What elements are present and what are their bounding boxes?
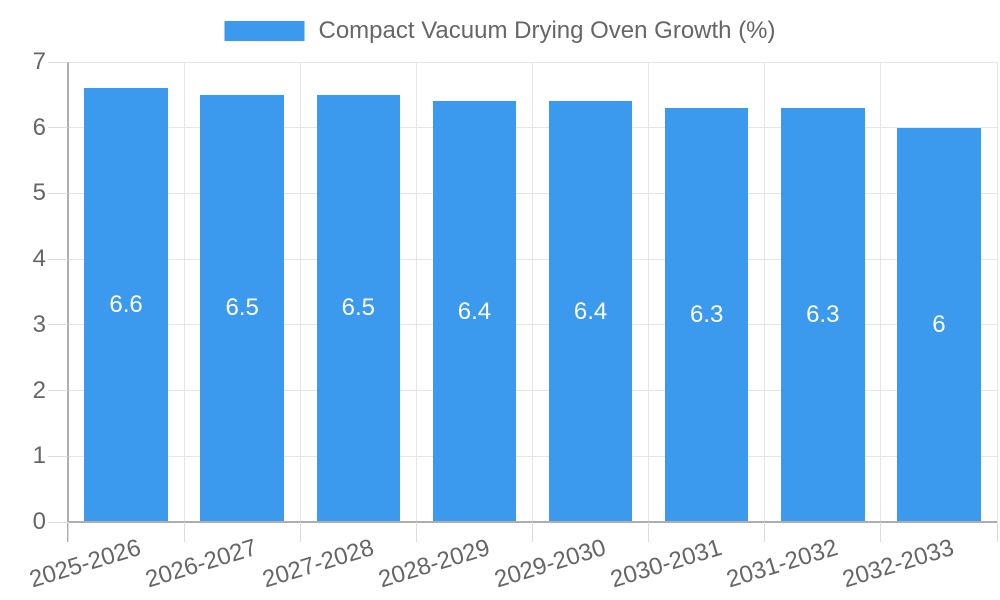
- y-tick-label: 0: [32, 508, 46, 535]
- bar: [200, 94, 284, 522]
- y-tick-label: 2: [32, 376, 46, 404]
- x-tick: [299, 522, 301, 542]
- y-tick: [48, 390, 68, 392]
- bar: [781, 108, 865, 522]
- bar-value-label: 6.4: [457, 297, 492, 325]
- y-axis-line: [67, 62, 69, 542]
- x-tick: [880, 522, 882, 542]
- x-tick: [648, 522, 650, 542]
- y-tick-label: 5: [32, 179, 46, 207]
- bar: [316, 94, 401, 522]
- x-tick-label: 2026-2027: [142, 533, 261, 594]
- legend-item[interactable]: Compact Vacuum Drying Oven Growth (%): [224, 17, 776, 45]
- x-tick-label: 2030-2031: [607, 533, 725, 594]
- bar-value-label: 6.3: [806, 301, 840, 328]
- y-tick-label: 3: [32, 310, 46, 338]
- legend-label: Compact Vacuum Drying Oven Growth (%): [318, 17, 776, 44]
- y-tick-label: 6: [32, 113, 46, 141]
- x-tick: [183, 522, 185, 542]
- x-tick: [996, 522, 998, 542]
- y-tick-label: 4: [32, 245, 46, 273]
- bar: [548, 101, 633, 522]
- x-tick-label: 2025-2026: [26, 533, 145, 594]
- v-gridline: [183, 62, 185, 522]
- bar-value-label: 6: [932, 310, 946, 338]
- v-gridline: [764, 62, 766, 522]
- v-gridline: [880, 62, 882, 522]
- y-tick: [48, 324, 68, 326]
- x-tick-label: 2029-2030: [491, 533, 609, 594]
- v-gridline: [299, 62, 301, 522]
- bar-value-label: 6.5: [341, 294, 375, 322]
- bar: [432, 101, 517, 522]
- x-tick-label: 2028-2029: [374, 533, 493, 594]
- bar-value-label: 6.6: [109, 291, 143, 319]
- x-tick: [532, 522, 533, 542]
- y-tick: [48, 455, 68, 457]
- bar: [84, 88, 168, 522]
- v-gridline: [532, 62, 533, 522]
- v-gridline: [996, 62, 998, 522]
- x-tick: [415, 522, 417, 542]
- legend-swatch: [224, 21, 305, 41]
- y-tick: [48, 258, 68, 260]
- y-tick: [48, 192, 68, 194]
- bar-value-label: 6.5: [225, 294, 259, 322]
- y-tick: [48, 127, 68, 129]
- bar: [897, 127, 981, 522]
- v-gridline: [648, 62, 650, 522]
- y-tick: [48, 61, 68, 63]
- bar-value-label: 6.3: [690, 301, 724, 328]
- x-tick-label: 2032-2033: [839, 533, 958, 594]
- bar-value-label: 6.4: [573, 297, 608, 325]
- y-tick-label: 1: [32, 442, 46, 470]
- y-tick: [48, 521, 68, 523]
- x-tick: [764, 522, 766, 542]
- bar: [664, 108, 749, 522]
- x-tick-label: 2031-2032: [723, 533, 841, 594]
- y-tick-label: 7: [32, 48, 46, 75]
- x-tick-label: 2027-2028: [258, 533, 377, 594]
- x-tick: [67, 522, 69, 542]
- v-gridline: [415, 62, 417, 522]
- plot-area: 6.6 6.5 6.5 6.4 6.4 6.3 6.3 6: [68, 61, 998, 522]
